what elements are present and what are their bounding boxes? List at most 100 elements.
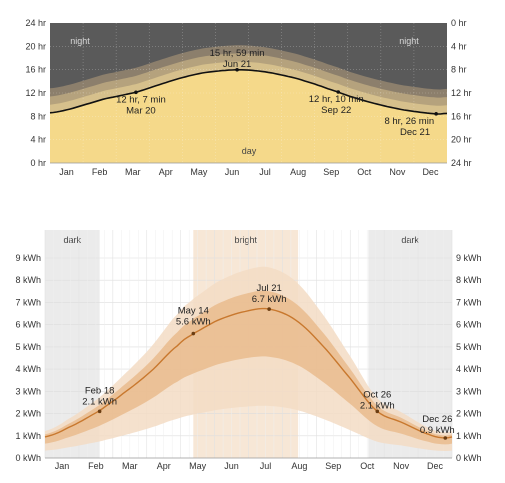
y-tick-right: 5 kWh: [456, 342, 482, 352]
annotation-dot: [191, 331, 196, 336]
x-tick-month: May: [190, 167, 208, 177]
y-tick-right: 3 kWh: [456, 386, 482, 396]
x-tick-month: Jun: [224, 461, 239, 471]
annotation-dot: [375, 409, 380, 414]
daylight-curve: [49, 69, 448, 115]
annotation-value: 12 hr, 7 min: [116, 94, 166, 105]
annotation-value: 8 hr, 26 min: [384, 116, 434, 127]
annotation-value: 5.6 kWh: [176, 317, 211, 328]
y-tick-right: 8 kWh: [456, 275, 482, 285]
period-label-dark: dark: [64, 235, 82, 245]
y-tick-left: 1 kWh: [15, 431, 41, 441]
y-tick-left: 8 kWh: [15, 275, 41, 285]
annotation-dot: [267, 307, 271, 311]
annotation-value: 6.7 kWh: [252, 294, 287, 305]
y-tick-right: 4 hr: [451, 41, 467, 51]
y-tick-right: 20 hr: [451, 135, 472, 145]
x-tick-month: Jun: [225, 167, 240, 177]
annotation-dot: [235, 67, 239, 72]
x-tick-month: Feb: [88, 461, 104, 471]
x-tick-month: Apr: [159, 167, 173, 177]
night-label-left: night: [70, 36, 90, 46]
annotation-value: 2.1 kWh: [360, 400, 395, 411]
y-tick-left: 2 kWh: [15, 409, 41, 419]
x-tick-month: Mar: [125, 167, 141, 177]
x-tick-month: Oct: [357, 167, 372, 177]
y-tick-left: 7 kWh: [15, 297, 41, 307]
energy-band-inner: [45, 290, 452, 445]
y-tick-right: 9 kWh: [456, 253, 482, 263]
period-label-dark: dark: [401, 235, 419, 245]
solar-energy-chart: dark bright dark 0 kWh 0 kWh 1 kWh 1 kWh 2 kWh…: [15, 230, 482, 471]
x-tick-month: Jul: [259, 167, 271, 177]
annotation-dot: [336, 90, 341, 94]
period-label-bright: bright: [234, 235, 257, 245]
x-tick-month: Nov: [389, 167, 406, 177]
night-label-right: night: [399, 36, 419, 46]
y-tick-right: 8 hr: [451, 65, 467, 75]
y-tick-left: 4 hr: [30, 135, 46, 145]
y-tick-right: 1 kWh: [456, 431, 482, 441]
x-tick-month: Dec: [427, 461, 444, 471]
y-tick-left: 12 hr: [25, 88, 46, 98]
y-tick-left: 0 kWh: [15, 453, 41, 463]
x-tick-month: Jan: [55, 461, 70, 471]
y-tick-right: 4 kWh: [456, 364, 482, 374]
x-tick-month: Oct: [360, 461, 375, 471]
daylight-gridlines: [50, 23, 447, 163]
y-tick-left: 24 hr: [25, 18, 46, 28]
x-tick-month: Jan: [59, 167, 74, 177]
annotation-date: Feb 18: [85, 385, 115, 396]
annotation-dot: [134, 90, 138, 95]
x-tick-month: Feb: [92, 167, 108, 177]
y-tick-right: 12 hr: [451, 88, 472, 98]
y-tick-right: 16 hr: [451, 111, 472, 121]
y-tick-right: 6 kWh: [456, 320, 482, 330]
y-tick-right: 2 kWh: [456, 409, 482, 419]
y-tick-left: 0 hr: [30, 158, 46, 168]
y-tick-right: 0 kWh: [456, 453, 482, 463]
x-tick-month: Dec: [422, 167, 439, 177]
annotation-date: Dec 21: [400, 127, 430, 138]
annotation-value: 2.1 kWh: [82, 396, 117, 407]
y-tick-right: 24 hr: [451, 158, 472, 168]
annotation-date: Jun 21: [223, 59, 252, 70]
energy-median-line: [44, 307, 453, 439]
x-tick-month: Aug: [291, 461, 307, 471]
annotation-dot: [443, 436, 448, 440]
y-tick-left: 9 kWh: [15, 253, 41, 263]
annotation-date: Mar 20: [126, 105, 156, 116]
y-tick-right: 7 kWh: [456, 297, 482, 307]
annotation-dot: [434, 112, 438, 116]
daylight-axes: 0 hr 4 hr 8 hr 12 hr 16 hr 20 hr 24 hr 24 hr 20 …: [25, 18, 471, 177]
y-tick-right: 0 hr: [451, 18, 467, 28]
x-tick-month: Mar: [122, 461, 138, 471]
x-tick-month: Sep: [323, 167, 339, 177]
x-tick-month: Sep: [325, 461, 341, 471]
annotation-date: Jul 21: [256, 283, 281, 294]
x-tick-month: Apr: [157, 461, 171, 471]
daylight-chart: 0 hr 4 hr 8 hr 12 hr 16 hr 20 hr 24 hr 24 hr 20 …: [25, 18, 471, 177]
y-tick-left: 6 kWh: [15, 320, 41, 330]
y-tick-left: 5 kWh: [15, 342, 41, 352]
annotation-date: May 14: [178, 306, 209, 317]
y-tick-left: 8 hr: [30, 111, 46, 121]
y-tick-left: 4 kWh: [15, 364, 41, 374]
day-label: day: [242, 146, 257, 156]
y-tick-left: 16 hr: [25, 65, 46, 75]
annotation-value: 0.9 kWh: [420, 425, 455, 436]
annotation-value: 15 hr, 59 min: [210, 48, 265, 59]
annotation-date: Oct 26: [363, 389, 391, 400]
x-tick-month: May: [189, 461, 207, 471]
annotation-value: 12 hr, 10 min: [309, 94, 364, 105]
annotation-date: Sep 22: [321, 105, 351, 116]
annotation-dot: [97, 409, 102, 414]
y-tick-left: 20 hr: [25, 41, 46, 51]
y-tick-left: 3 kWh: [15, 386, 41, 396]
x-tick-month: Nov: [393, 461, 410, 471]
x-tick-month: Aug: [290, 167, 306, 177]
energy-axes: 0 kWh 0 kWh 1 kWh 1 kWh 2 kWh 2 kWh 3 kWh 3 kWh…: [15, 253, 481, 471]
